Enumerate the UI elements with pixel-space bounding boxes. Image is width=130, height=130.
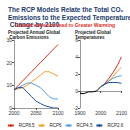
svg-text:RCP2.6: RCP2.6 [107,123,123,128]
svg-text:2: 2 [75,71,78,77]
svg-text:30: 30 [6,37,12,43]
svg-text:Temperatures: Temperatures [75,35,105,40]
svg-text:Greater emission lead to Great: Greater emission lead to Greater Warming [15,22,115,28]
svg-text:4: 4 [75,54,78,60]
svg-text:2000: 2000 [95,110,106,116]
svg-text:2050: 2050 [30,110,41,116]
svg-text:0: 0 [9,105,12,111]
svg-text:Projected Global: Projected Global [75,30,112,35]
svg-text:RCP8.5: RCP8.5 [19,123,35,128]
svg-text:10: 10 [6,82,12,88]
svg-text:2100: 2100 [116,110,127,116]
svg-text:6: 6 [75,37,78,43]
svg-text:Projected Annual Global: Projected Annual Global [8,30,61,35]
svg-text:RCP4.5: RCP4.5 [77,123,93,128]
svg-text:1900: 1900 [74,110,85,116]
svg-text:2100: 2100 [52,110,63,116]
svg-text:-2: -2 [73,105,78,111]
svg-text:0: 0 [75,88,78,94]
svg-text:Carbon Emissions: Carbon Emissions [8,35,49,40]
svg-text:20: 20 [6,60,12,66]
svg-text:The RCP Models Relate the Tota: The RCP Models Relate the Total CO₂ [8,6,125,13]
svg-text:2000: 2000 [8,110,19,116]
svg-text:RCP6: RCP6 [50,123,63,128]
